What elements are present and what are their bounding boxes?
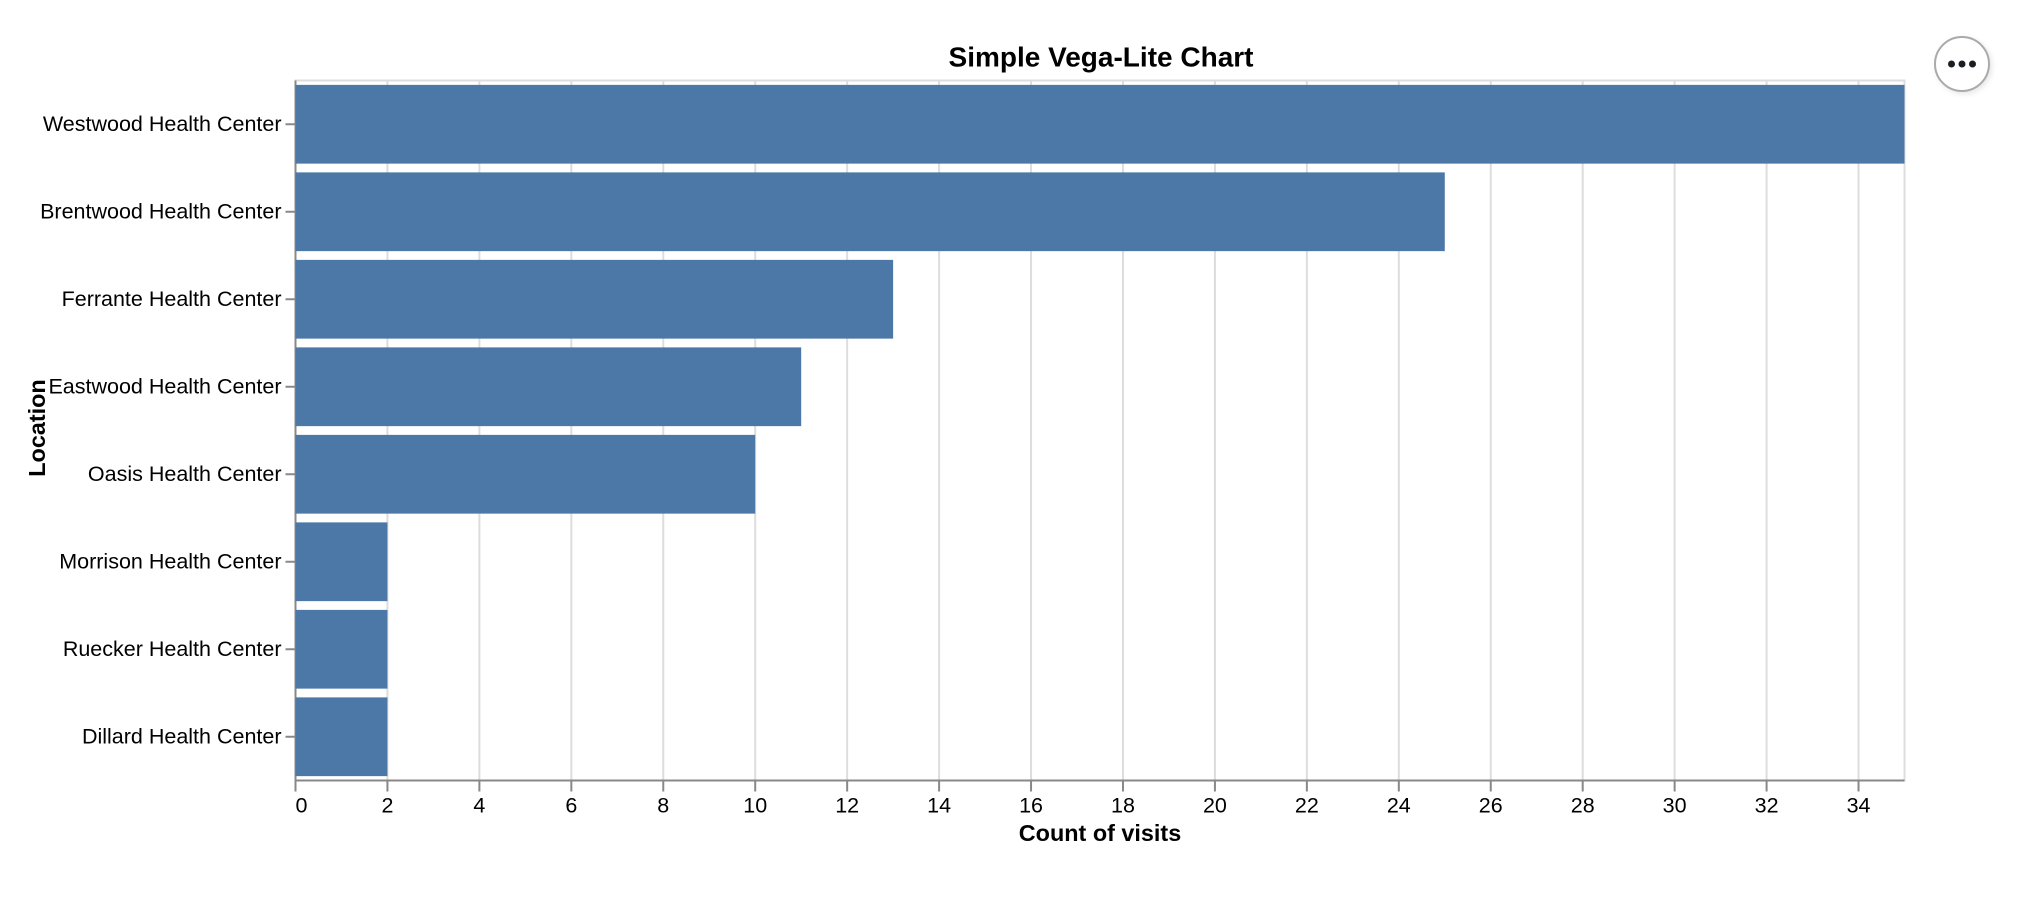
svg-text:6: 6 (565, 793, 577, 817)
svg-text:32: 32 (1755, 793, 1779, 817)
svg-text:Count of visits: Count of visits (1019, 820, 1181, 846)
svg-text:Oasis Health Center: Oasis Health Center (88, 462, 282, 486)
svg-text:Morrison Health Center: Morrison Health Center (59, 549, 281, 573)
svg-text:30: 30 (1663, 793, 1687, 817)
svg-text:0: 0 (296, 793, 308, 817)
svg-text:Ferrante Health Center: Ferrante Health Center (62, 287, 282, 311)
svg-text:Ruecker Health Center: Ruecker Health Center (63, 637, 282, 661)
svg-text:26: 26 (1479, 793, 1503, 817)
svg-text:12: 12 (835, 793, 859, 817)
svg-text:2: 2 (381, 793, 393, 817)
svg-text:28: 28 (1571, 793, 1595, 817)
svg-text:Simple Vega-Lite Chart: Simple Vega-Lite Chart (949, 41, 1254, 72)
svg-text:Eastwood Health Center: Eastwood Health Center (48, 374, 281, 398)
svg-text:14: 14 (927, 793, 951, 817)
svg-text:16: 16 (1019, 793, 1043, 817)
svg-text:Dillard Health Center: Dillard Health Center (82, 724, 282, 748)
svg-text:22: 22 (1295, 793, 1319, 817)
svg-text:10: 10 (743, 793, 767, 817)
svg-text:Westwood Health Center: Westwood Health Center (43, 112, 282, 136)
svg-text:20: 20 (1203, 793, 1227, 817)
svg-text:18: 18 (1111, 793, 1135, 817)
svg-text:Brentwood Health Center: Brentwood Health Center (40, 199, 281, 223)
svg-text:4: 4 (473, 793, 485, 817)
svg-text:34: 34 (1847, 793, 1871, 817)
svg-text:24: 24 (1387, 793, 1411, 817)
svg-text:8: 8 (657, 793, 669, 817)
svg-text:Location: Location (24, 379, 50, 476)
